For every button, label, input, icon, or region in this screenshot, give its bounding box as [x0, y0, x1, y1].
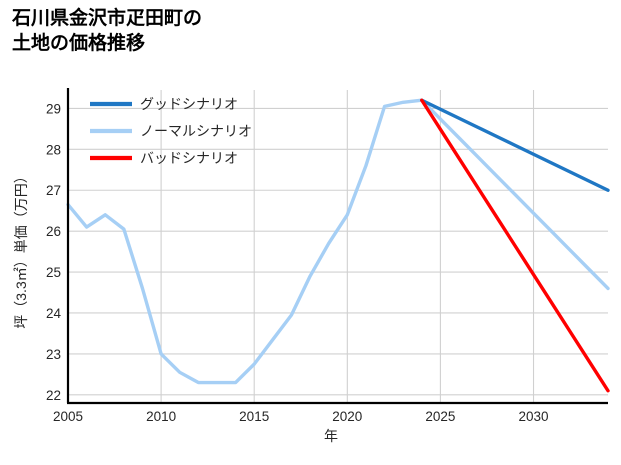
legend-label: バッドシナリオ	[140, 150, 238, 166]
x-tick-label: 2010	[146, 409, 176, 424]
y-axis-title: 坪（3.3㎡）単価（万円）	[13, 169, 29, 328]
page-title: 石川県金沢市疋田町の 土地の価格推移	[12, 8, 203, 55]
axis-spines	[66, 88, 608, 405]
legend-label: グッドシナリオ	[140, 96, 238, 112]
legend-label: ノーマルシナリオ	[140, 123, 252, 139]
x-axis-title: 年	[324, 428, 338, 444]
x-tick-label: 2020	[332, 409, 362, 424]
x-tick-label: 2025	[425, 409, 455, 424]
data-series	[66, 98, 610, 393]
y-tick-label: 22	[46, 388, 61, 403]
x-axis-tick-labels: 2005 2010 2015 2020 2025 2030	[53, 409, 549, 424]
y-tick-label: 23	[46, 347, 61, 362]
x-tick-label: 2030	[518, 409, 548, 424]
x-tick-label: 2015	[239, 409, 269, 424]
y-tick-label: 25	[46, 265, 61, 280]
y-axis-tick-labels: 22 23 24 25 26 27 28 29	[46, 101, 62, 402]
series-line	[66, 98, 610, 385]
y-tick-label: 27	[46, 183, 61, 198]
y-tick-label: 26	[46, 224, 61, 239]
y-tick-label: 28	[46, 142, 61, 157]
y-tick-label: 24	[46, 306, 62, 321]
x-tick-label: 2005	[53, 409, 83, 424]
series-line	[420, 98, 610, 192]
gridlines	[67, 90, 608, 403]
y-tick-label: 29	[46, 101, 61, 116]
series-line	[420, 98, 610, 393]
